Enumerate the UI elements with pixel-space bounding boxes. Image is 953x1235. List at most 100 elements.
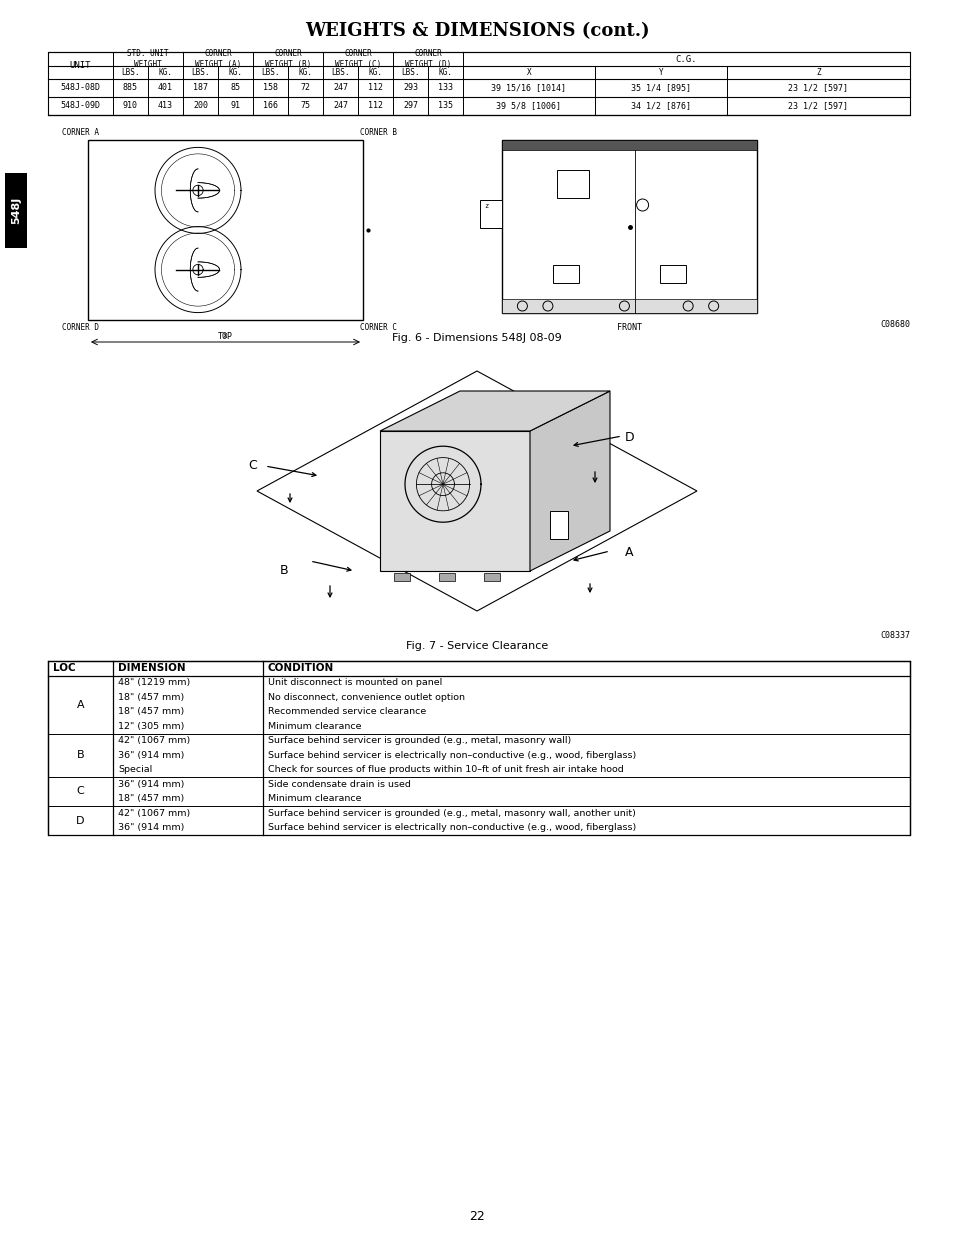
Text: 401: 401 xyxy=(158,84,172,93)
Bar xyxy=(501,140,757,312)
Text: LBS.: LBS. xyxy=(401,68,419,77)
Text: TOP: TOP xyxy=(218,332,233,341)
Text: UNIT: UNIT xyxy=(70,61,91,70)
Text: A: A xyxy=(76,699,84,709)
Text: Minimum clearance: Minimum clearance xyxy=(268,794,361,803)
Text: C: C xyxy=(76,787,84,797)
Text: z: z xyxy=(483,203,488,209)
Text: CORNER C: CORNER C xyxy=(359,324,396,332)
Text: Surface behind servicer is grounded (e.g., metal, masonry wall): Surface behind servicer is grounded (e.g… xyxy=(268,736,571,745)
Text: CORNER A: CORNER A xyxy=(62,128,99,137)
Text: Minimum clearance: Minimum clearance xyxy=(268,721,361,731)
Text: C08680: C08680 xyxy=(879,320,909,329)
Bar xyxy=(659,264,685,283)
Text: Y: Y xyxy=(658,68,662,77)
Text: Fig. 6 - Dimensions 548J 08-09: Fig. 6 - Dimensions 548J 08-09 xyxy=(392,333,561,343)
Bar xyxy=(5,173,27,248)
Text: Check for sources of flue products within 10–ft of unit fresh air intake hood: Check for sources of flue products withi… xyxy=(268,766,623,774)
Text: B: B xyxy=(280,564,289,577)
Text: 910: 910 xyxy=(123,101,138,110)
Text: A: A xyxy=(624,546,633,559)
Text: 112: 112 xyxy=(368,84,382,93)
Text: 91: 91 xyxy=(231,101,240,110)
Text: 297: 297 xyxy=(402,101,417,110)
Text: Unit disconnect is mounted on panel: Unit disconnect is mounted on panel xyxy=(268,678,442,687)
Bar xyxy=(550,511,567,538)
Bar xyxy=(479,200,501,228)
Text: x: x xyxy=(223,331,228,340)
Text: 166: 166 xyxy=(263,101,277,110)
Text: D: D xyxy=(624,431,634,445)
Text: Side condensate drain is used: Side condensate drain is used xyxy=(268,779,411,789)
Text: B: B xyxy=(76,750,84,761)
Text: 133: 133 xyxy=(437,84,453,93)
Text: 85: 85 xyxy=(231,84,240,93)
Text: CORNER
WEIGHT (D): CORNER WEIGHT (D) xyxy=(404,49,451,69)
Text: DIMENSION: DIMENSION xyxy=(118,663,186,673)
Text: C08337: C08337 xyxy=(879,631,909,640)
Text: 548J-08D: 548J-08D xyxy=(60,84,100,93)
Text: KG.: KG. xyxy=(158,68,172,77)
Bar xyxy=(553,264,578,283)
Text: CORNER
WEIGHT (C): CORNER WEIGHT (C) xyxy=(335,49,381,69)
Text: 42" (1067 mm): 42" (1067 mm) xyxy=(118,809,190,818)
Bar xyxy=(88,140,363,320)
Text: 23 1/2 [597]: 23 1/2 [597] xyxy=(788,101,847,110)
Text: 413: 413 xyxy=(158,101,172,110)
Polygon shape xyxy=(379,431,530,571)
Text: 36" (914 mm): 36" (914 mm) xyxy=(118,779,184,789)
Text: 39 5/8 [1006]: 39 5/8 [1006] xyxy=(496,101,561,110)
Bar xyxy=(48,661,909,835)
Text: 247: 247 xyxy=(333,101,348,110)
Text: 39 15/16 [1014]: 39 15/16 [1014] xyxy=(491,84,566,93)
Text: 135: 135 xyxy=(437,101,453,110)
Bar xyxy=(439,573,455,580)
Bar xyxy=(395,573,410,580)
Text: Special: Special xyxy=(118,766,152,774)
Text: 18" (457 mm): 18" (457 mm) xyxy=(118,794,184,803)
Text: 548J: 548J xyxy=(11,196,21,224)
Text: KG.: KG. xyxy=(368,68,382,77)
Text: 12" (305 mm): 12" (305 mm) xyxy=(118,721,184,731)
Text: 885: 885 xyxy=(123,84,138,93)
Text: 200: 200 xyxy=(193,101,208,110)
Text: 34 1/2 [876]: 34 1/2 [876] xyxy=(630,101,690,110)
Text: Fig. 7 - Service Clearance: Fig. 7 - Service Clearance xyxy=(405,641,548,651)
Text: No disconnect, convenience outlet option: No disconnect, convenience outlet option xyxy=(268,693,464,701)
Text: WEIGHTS & DIMENSIONS (cont.): WEIGHTS & DIMENSIONS (cont.) xyxy=(304,22,649,40)
Text: Z: Z xyxy=(816,68,820,77)
Text: C: C xyxy=(248,459,256,472)
Bar xyxy=(501,299,757,312)
Text: STD. UNIT
WEIGHT: STD. UNIT WEIGHT xyxy=(127,49,169,69)
Text: 22: 22 xyxy=(469,1210,484,1223)
Text: 112: 112 xyxy=(368,101,382,110)
Text: 35 1/4 [895]: 35 1/4 [895] xyxy=(630,84,690,93)
Text: CONDITION: CONDITION xyxy=(268,663,334,673)
Text: Recommended service clearance: Recommended service clearance xyxy=(268,708,426,716)
Text: Surface behind servicer is electrically non–conductive (e.g., wood, fiberglass): Surface behind servicer is electrically … xyxy=(268,824,636,832)
Text: LBS.: LBS. xyxy=(191,68,210,77)
Bar xyxy=(484,573,500,580)
Polygon shape xyxy=(530,391,609,571)
Text: 548J-09D: 548J-09D xyxy=(60,101,100,110)
Text: X: X xyxy=(526,68,531,77)
Text: 247: 247 xyxy=(333,84,348,93)
Text: KG.: KG. xyxy=(438,68,452,77)
Bar xyxy=(48,52,909,115)
Text: D: D xyxy=(76,815,85,825)
Text: KG.: KG. xyxy=(298,68,313,77)
Text: CORNER
WEIGHT (B): CORNER WEIGHT (B) xyxy=(265,49,311,69)
Text: Surface behind servicer is electrically non–conductive (e.g., wood, fiberglass): Surface behind servicer is electrically … xyxy=(268,751,636,760)
Text: LBS.: LBS. xyxy=(331,68,350,77)
Text: 187: 187 xyxy=(193,84,208,93)
Text: LBS.: LBS. xyxy=(261,68,279,77)
Text: C.G.: C.G. xyxy=(675,54,697,63)
Text: FRONT: FRONT xyxy=(617,324,641,332)
Text: 18" (457 mm): 18" (457 mm) xyxy=(118,693,184,701)
Text: 36" (914 mm): 36" (914 mm) xyxy=(118,824,184,832)
Text: LBS.: LBS. xyxy=(121,68,139,77)
Text: CORNER
WEIGHT (A): CORNER WEIGHT (A) xyxy=(194,49,241,69)
Text: 48" (1219 mm): 48" (1219 mm) xyxy=(118,678,190,687)
Text: 72: 72 xyxy=(300,84,310,93)
Text: 23 1/2 [597]: 23 1/2 [597] xyxy=(788,84,847,93)
